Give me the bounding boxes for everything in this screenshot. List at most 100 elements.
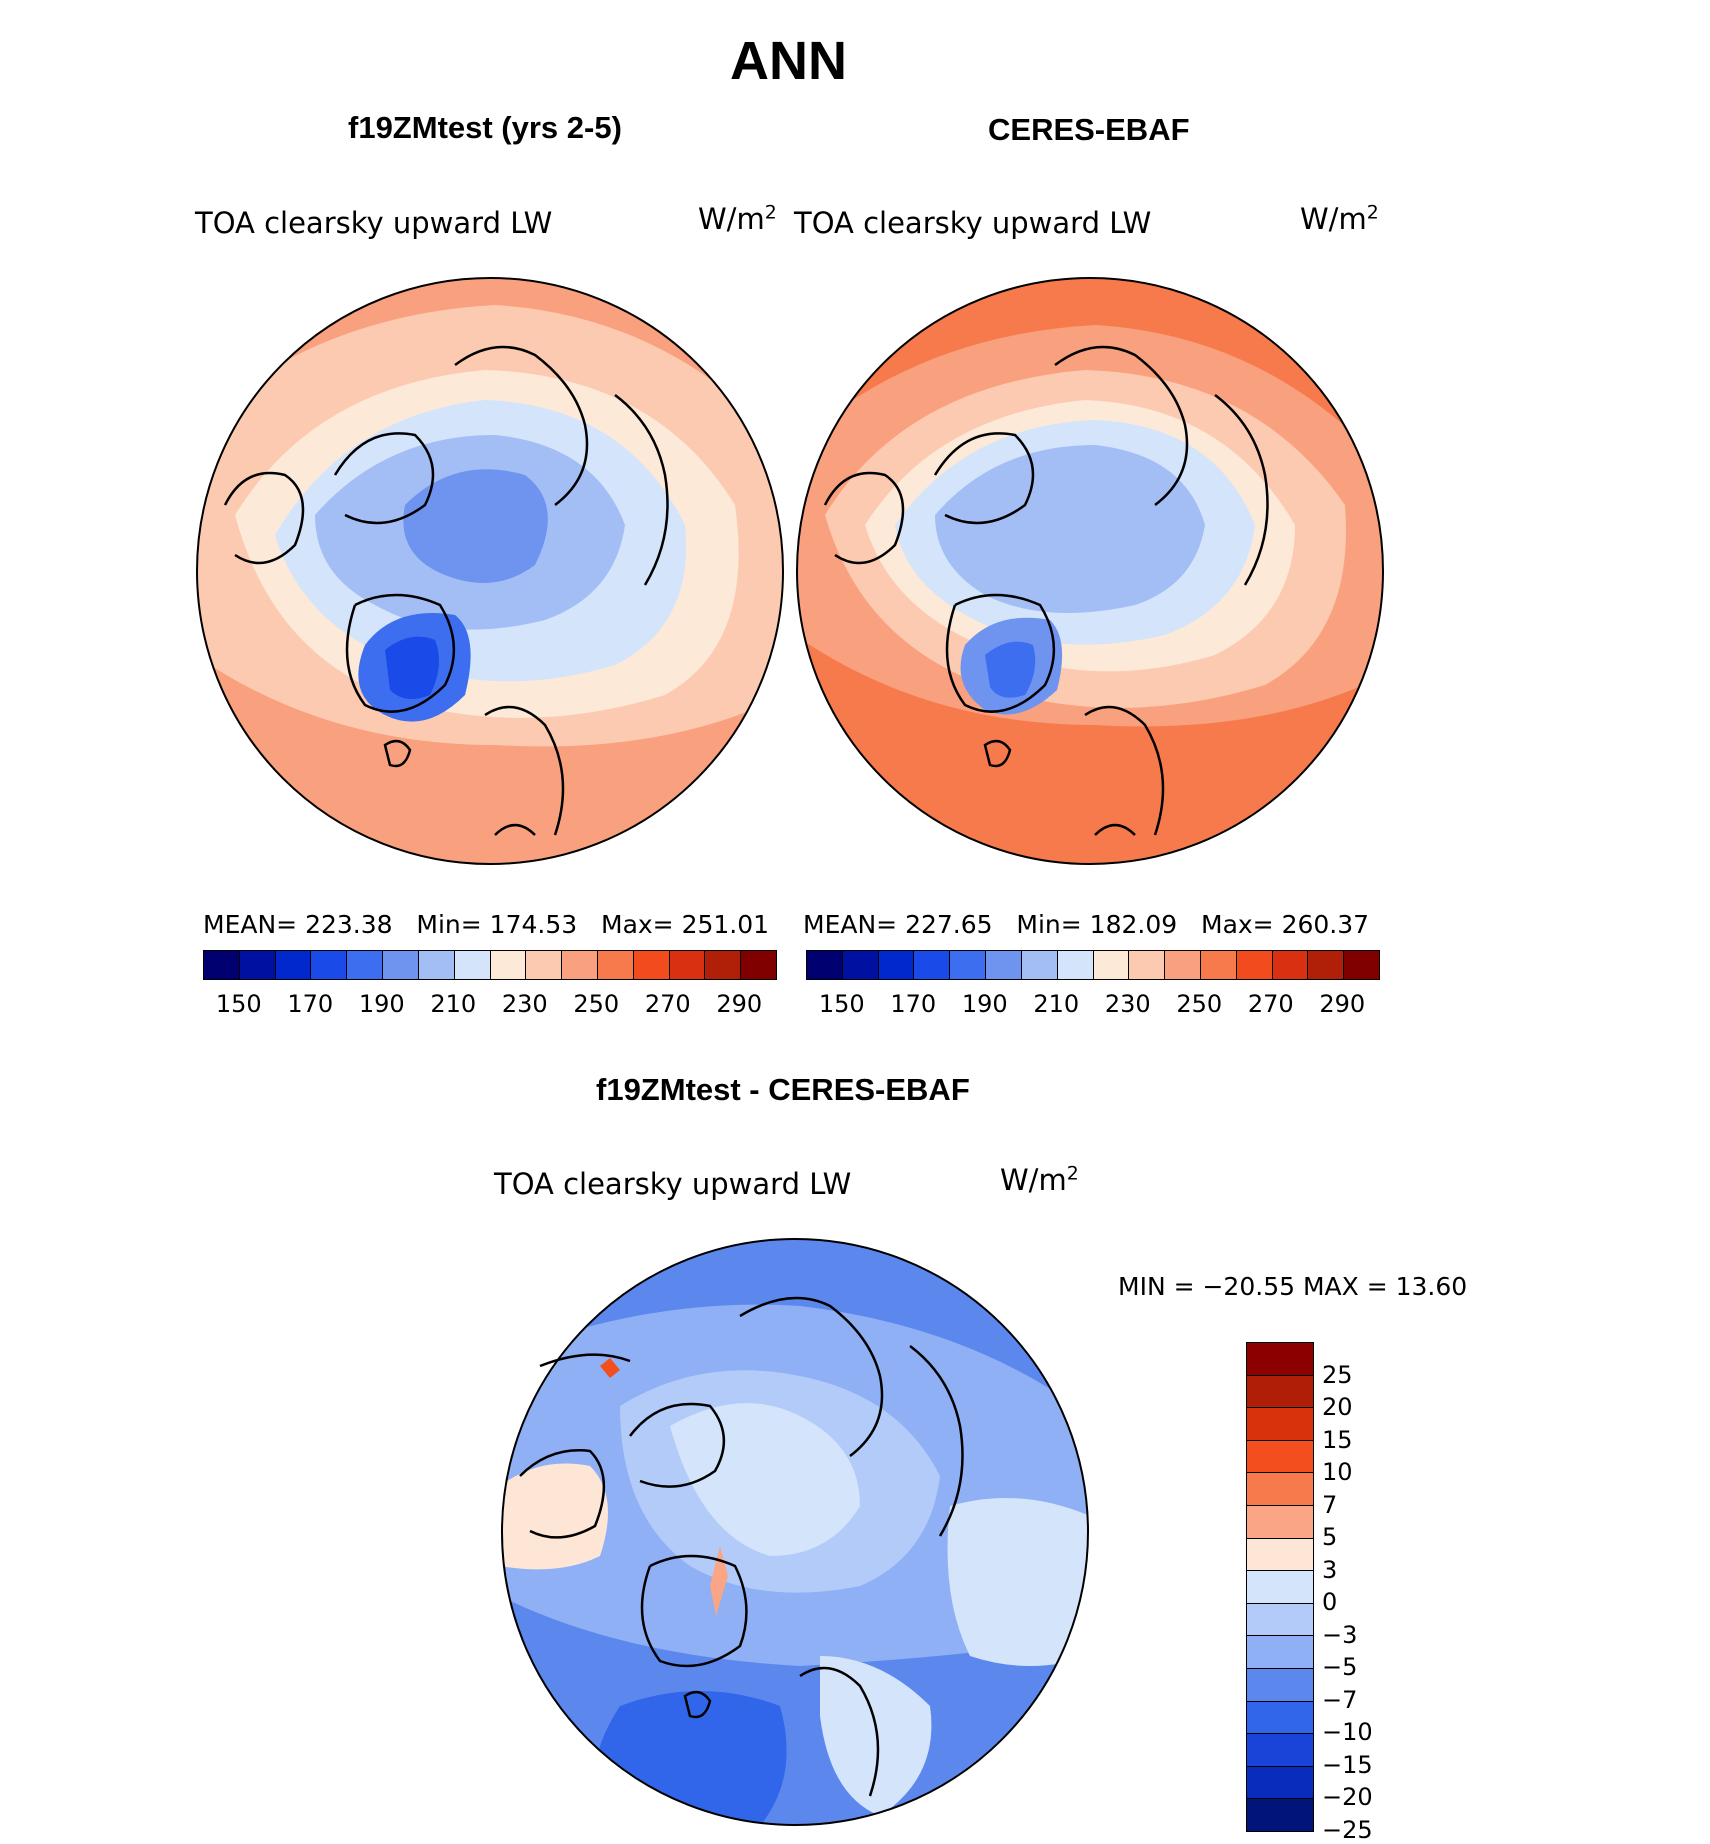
obs-colorbar (806, 950, 1380, 980)
obs-colorbar-swatch (807, 951, 843, 979)
diff-colorbar-tick-label: −5 (1322, 1653, 1358, 1682)
diff-colorbar-swatch (1247, 1636, 1313, 1669)
model-units-label: W/m2 (698, 202, 777, 236)
model-polar-map (196, 277, 784, 865)
diff-colorbar-swatch (1247, 1701, 1313, 1735)
model-colorbar-swatch (490, 951, 527, 979)
obs-colorbar-swatch (1344, 951, 1379, 979)
model-colorbar-swatch (418, 951, 455, 979)
obs-colorbar-swatch (1272, 951, 1309, 979)
diff-panel-title: f19ZMtest - CERES-EBAF (596, 1072, 970, 1107)
obs-colorbar-tick-label: 190 (961, 990, 1008, 1018)
diff-colorbar-tick-label: 0 (1322, 1588, 1338, 1617)
model-colorbar-tick-label: 190 (358, 990, 405, 1018)
diff-colorbar-swatch (1247, 1538, 1313, 1572)
diff-colorbar-swatch (1247, 1603, 1313, 1637)
obs-colorbar-tick-label: 170 (890, 990, 937, 1018)
diff-units-label: W/m2 (1000, 1163, 1079, 1197)
diff-colorbar-swatch (1247, 1408, 1313, 1441)
model-colorbar-swatch (562, 951, 598, 979)
diff-colorbar-swatch (1247, 1571, 1313, 1604)
diff-colorbar-tick-label: −20 (1322, 1783, 1373, 1812)
diff-colorbar-swatch (1247, 1505, 1313, 1539)
model-stats: MEAN= 223.38 Min= 174.53 Max= 251.01 (203, 910, 770, 939)
diff-colorbar-swatch (1247, 1766, 1313, 1800)
obs-colorbar-tick-label: 150 (818, 990, 865, 1018)
diff-colorbar-tick-label: −3 (1322, 1620, 1358, 1649)
diff-colorbar-ticks: 25 20 15 10 7 5 3 0 −3 −5 −7 −10 −15 −20 −25 (1322, 1342, 1402, 1844)
model-colorbar-swatch (204, 951, 240, 979)
model-colorbar-swatch (669, 951, 706, 979)
diff-colorbar (1246, 1342, 1314, 1832)
diff-colorbar-swatch (1247, 1734, 1313, 1767)
diff-colorbar-tick-label: 5 (1322, 1523, 1338, 1552)
model-colorbar-tick-label: 210 (430, 990, 477, 1018)
diff-variable-label: TOA clearsky upward LW (494, 1167, 852, 1201)
diff-colorbar-swatch (1247, 1440, 1313, 1474)
obs-colorbar-swatch (950, 951, 987, 979)
model-colorbar-swatch (597, 951, 634, 979)
diff-minmax: MIN = −20.55 MAX = 13.60 (1118, 1272, 1468, 1301)
obs-colorbar-swatch (842, 951, 879, 979)
model-colorbar-swatch (633, 951, 670, 979)
diff-colorbar-tick-label: 25 (1322, 1360, 1353, 1389)
diff-colorbar-tick-label: −15 (1322, 1750, 1373, 1779)
obs-colorbar-swatch (914, 951, 951, 979)
model-colorbar-swatch (347, 951, 384, 979)
obs-colorbar-swatch (1021, 951, 1058, 979)
model-colorbar-tick-label: 230 (501, 990, 548, 1018)
obs-colorbar-swatch (1200, 951, 1237, 979)
obs-stats: MEAN= 227.65 Min= 182.09 Max= 260.37 (803, 910, 1370, 939)
diff-colorbar-tick-label: 15 (1322, 1425, 1353, 1454)
model-colorbar-tick-label: 150 (215, 990, 262, 1018)
model-colorbar-swatch (741, 951, 776, 979)
diff-colorbar-tick-label: 3 (1322, 1555, 1338, 1584)
obs-colorbar-swatch (1308, 951, 1345, 979)
obs-colorbar-swatch (1129, 951, 1166, 979)
figure-title: ANN (730, 31, 847, 91)
obs-variable-label: TOA clearsky upward LW (794, 206, 1152, 240)
model-colorbar-tick-label: 170 (287, 990, 334, 1018)
obs-colorbar-tick-label: 290 (1319, 990, 1366, 1018)
obs-colorbar-tick-label: 250 (1176, 990, 1223, 1018)
diff-colorbar-tick-label: −7 (1322, 1685, 1358, 1714)
model-colorbar-swatch (454, 951, 491, 979)
obs-units-label: W/m2 (1300, 202, 1379, 236)
diff-colorbar-tick-label: 20 (1322, 1393, 1353, 1422)
obs-colorbar-swatch (986, 951, 1022, 979)
model-panel-title: f19ZMtest (yrs 2-5) (348, 110, 622, 145)
diff-polar-map (501, 1238, 1089, 1826)
obs-polar-map (796, 277, 1384, 865)
diff-colorbar-swatch (1247, 1375, 1313, 1409)
model-colorbar-swatch (383, 951, 419, 979)
diff-colorbar-swatch (1247, 1668, 1313, 1702)
diff-colorbar-tick-label: −25 (1322, 1816, 1373, 1844)
obs-colorbar-swatch (1165, 951, 1201, 979)
diff-colorbar-tick-label: 10 (1322, 1458, 1353, 1487)
model-colorbar-tick-label: 290 (716, 990, 763, 1018)
obs-colorbar-swatch (1236, 951, 1273, 979)
model-variable-label: TOA clearsky upward LW (195, 206, 553, 240)
model-colorbar-swatch (705, 951, 742, 979)
diff-colorbar-tick-label: −10 (1322, 1718, 1373, 1747)
model-colorbar-tick-label: 270 (644, 990, 691, 1018)
obs-colorbar-tick-label: 230 (1104, 990, 1151, 1018)
model-colorbar-ticks: 150 170 190 210 230 250 270 290 (203, 990, 775, 1020)
diff-colorbar-swatch (1247, 1799, 1313, 1831)
obs-colorbar-tick-label: 270 (1247, 990, 1294, 1018)
model-colorbar-tick-label: 250 (573, 990, 620, 1018)
model-colorbar-swatch (275, 951, 312, 979)
model-colorbar-swatch (526, 951, 563, 979)
obs-colorbar-ticks: 150 170 190 210 230 250 270 290 (806, 990, 1378, 1020)
diff-colorbar-swatch (1247, 1473, 1313, 1506)
obs-colorbar-tick-label: 210 (1033, 990, 1080, 1018)
obs-colorbar-swatch (878, 951, 915, 979)
model-colorbar (203, 950, 777, 980)
obs-panel-title: CERES-EBAF (988, 112, 1190, 147)
model-colorbar-swatch (311, 951, 348, 979)
model-colorbar-swatch (239, 951, 276, 979)
obs-colorbar-swatch (1057, 951, 1094, 979)
obs-colorbar-swatch (1093, 951, 1130, 979)
diff-colorbar-tick-label: 7 (1322, 1490, 1338, 1519)
diff-colorbar-swatch (1247, 1343, 1313, 1376)
